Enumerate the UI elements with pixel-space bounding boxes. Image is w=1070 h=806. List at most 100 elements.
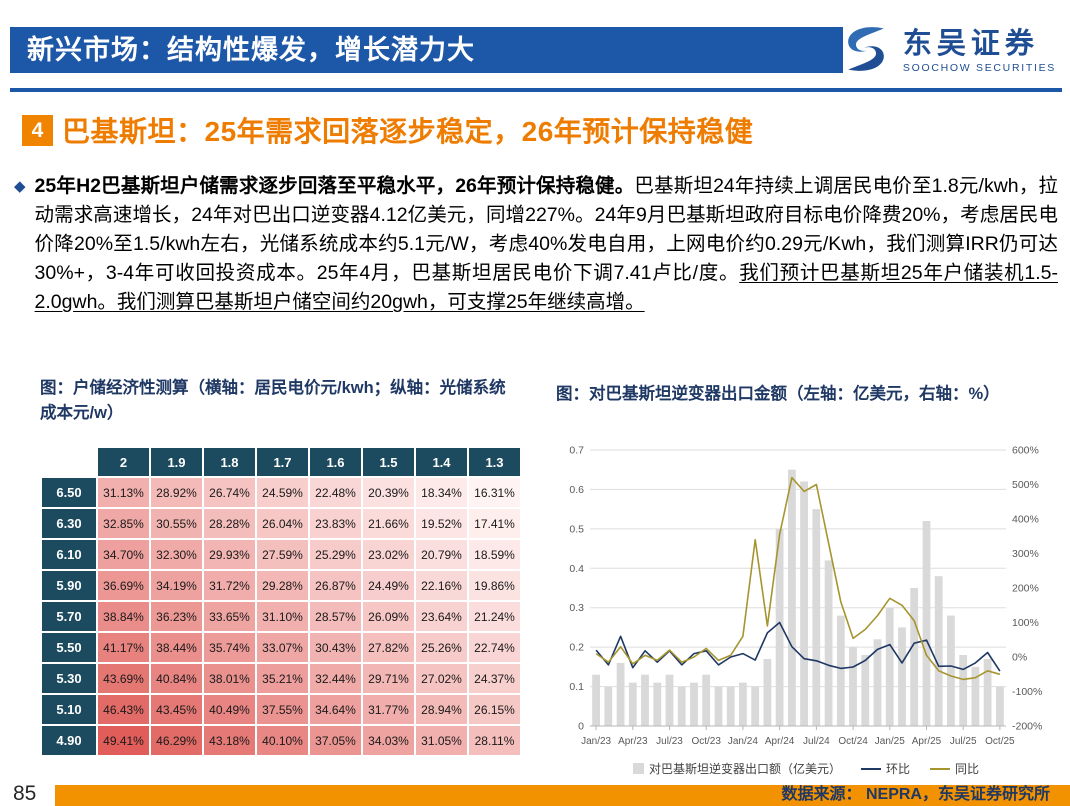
heatmap-cell: 35.74% [204, 633, 255, 662]
heatmap-cell: 31.72% [204, 571, 255, 600]
header-banner: 新兴市场：结构性爆发，增长潜力大 [10, 27, 843, 73]
heatmap-cell: 32.85% [98, 509, 149, 538]
heatmap-col-header: 2 [98, 448, 149, 476]
header-title: 新兴市场：结构性爆发，增长潜力大 [27, 35, 475, 65]
legend-yoy-label: 同比 [955, 762, 980, 776]
heatmap-cell: 23.83% [310, 509, 361, 538]
diamond-bullet-icon: ◆ [14, 178, 26, 195]
heatmap-cell: 22.74% [469, 633, 520, 662]
heatmap-col-header: 1.4 [416, 448, 467, 476]
heatmap-cell: 29.71% [363, 664, 414, 693]
heatmap-row: 6.50 31.13% 28.92% 26.74% 24.59% 22.48% 20.39%… [42, 478, 520, 507]
heatmap-cell: 43.18% [204, 726, 255, 755]
svg-text:0.6: 0.6 [569, 484, 584, 496]
svg-text:0: 0 [578, 721, 584, 733]
heatmap-row: 5.10 46.43% 43.45% 40.49% 37.55% 34.64% 31.77%… [42, 695, 520, 724]
heatmap-col-header: 1.5 [363, 448, 414, 476]
chart-title-heatmap: 图：户储经济性测算（横轴：居民电价元/kwh；纵轴：光储系统成本元/w） [40, 379, 506, 422]
heatmap-header-row: 2 1.9 1.8 1.7 1.6 1.5 1.4 1.3 [42, 448, 520, 476]
heatmap-cell: 26.87% [310, 571, 361, 600]
svg-text:0%: 0% [1012, 652, 1027, 664]
heatmap-cell: 40.49% [204, 695, 255, 724]
heatmap-cell: 19.86% [469, 571, 520, 600]
heatmap-row: 5.70 38.84% 36.23% 33.65% 31.10% 28.57% 26.09%… [42, 602, 520, 631]
svg-text:0.7: 0.7 [569, 445, 584, 457]
heatmap-corner [42, 448, 96, 476]
heatmap-cell: 34.19% [151, 571, 202, 600]
heatmap-row-header: 5.90 [42, 571, 96, 600]
heatmap-cell: 37.55% [257, 695, 308, 724]
heatmap-cell: 24.59% [257, 478, 308, 507]
heatmap-row: 4.90 49.41% 46.29% 43.18% 40.10% 37.05% 34.03%… [42, 726, 520, 755]
legend-item-bar: 对巴基斯坦逆变器出口额（亿美元） [632, 760, 841, 777]
paragraph-underlined: 我们预计巴基斯坦25年户储装机1.5-2.0gwh。我们测算巴基斯坦户储空间约2… [34, 262, 1059, 313]
heatmap-table: 2 1.9 1.8 1.7 1.6 1.5 1.4 1.3 6.50 31.13% 28.92% 26… [40, 446, 522, 757]
heatmap-row: 5.30 43.69% 40.84% 38.01% 35.21% 32.44% 29.71%… [42, 664, 520, 693]
svg-text:0.1: 0.1 [569, 681, 584, 693]
export-chart: 0 0.1 0.2 0.3 0.4 0.5 0.6 0.7 -200% -100% 0% 100% 20… [550, 440, 1062, 777]
heatmap-cell: 25.26% [416, 633, 467, 662]
heatmap-cell: 32.30% [151, 540, 202, 569]
heatmap-cell: 31.10% [257, 602, 308, 631]
legend-item-yoy: 同比 [930, 760, 979, 777]
heatmap-row-header: 5.70 [42, 602, 96, 631]
footer-bar: 数据来源： NEPRA，东吴证券研究所 [55, 785, 1070, 806]
heatmap-cell: 41.17% [98, 633, 149, 662]
heatmap-cell: 17.41% [469, 509, 520, 538]
svg-text:400%: 400% [1012, 514, 1039, 526]
heatmap-cell: 25.29% [310, 540, 361, 569]
heatmap-cell: 27.59% [257, 540, 308, 569]
heatmap-cell: 27.02% [416, 664, 467, 693]
heatmap-row-header: 6.10 [42, 540, 96, 569]
page-number: 85 [13, 782, 37, 805]
heatmap-cell: 30.43% [310, 633, 361, 662]
heatmap-cell: 28.92% [151, 478, 202, 507]
heatmap-row-header: 6.30 [42, 509, 96, 538]
heatmap-cell: 34.03% [363, 726, 414, 755]
heatmap-cell: 24.49% [363, 571, 414, 600]
heatmap-row-header: 5.50 [42, 633, 96, 662]
heatmap-cell: 18.34% [416, 478, 467, 507]
heatmap-cell: 46.29% [151, 726, 202, 755]
heatmap-cell: 35.21% [257, 664, 308, 693]
heatmap-row: 5.50 41.17% 38.44% 35.74% 33.07% 30.43% 27.82%… [42, 633, 520, 662]
heatmap-cell: 24.37% [469, 664, 520, 693]
heatmap-cell: 38.84% [98, 602, 149, 631]
heatmap-cell: 40.10% [257, 726, 308, 755]
heatmap-col-header: 1.9 [151, 448, 202, 476]
heatmap-row: 5.90 36.69% 34.19% 31.72% 29.28% 26.87% 24.49%… [42, 571, 520, 600]
heatmap-cell: 23.02% [363, 540, 414, 569]
heatmap-cell: 22.48% [310, 478, 361, 507]
heatmap-cell: 34.70% [98, 540, 149, 569]
paragraph: 25年H2巴基斯坦户储需求逐步回落至平稳水平，26年预计保持稳健。巴基斯坦24年… [35, 172, 1058, 317]
heatmap-cell: 30.55% [151, 509, 202, 538]
legend-yoy-line-icon [930, 767, 950, 770]
logo-name: 东吴证券 [902, 27, 1039, 60]
svg-text:0.2: 0.2 [569, 642, 584, 654]
heatmap-cell: 33.65% [204, 602, 255, 631]
heatmap-cell: 18.59% [469, 540, 520, 569]
heatmap-cell: 28.11% [469, 726, 520, 755]
svg-text:0.5: 0.5 [569, 523, 584, 535]
svg-text:Jul/25: Jul/25 [950, 736, 977, 747]
heatmap-cell: 37.05% [310, 726, 361, 755]
svg-text:Apr/23: Apr/23 [618, 736, 648, 747]
svg-text:Jul/24: Jul/24 [803, 736, 830, 747]
chart-legend: 对巴基斯坦逆变器出口额（亿美元） 环比 同比 [550, 760, 1062, 777]
heatmap-cell: 31.13% [98, 478, 149, 507]
legend-bar-label: 对巴基斯坦逆变器出口额（亿美元） [648, 762, 841, 776]
heatmap-cell: 43.69% [98, 664, 149, 693]
svg-text:Oct/24: Oct/24 [838, 736, 868, 747]
heatmap-cell: 43.45% [151, 695, 202, 724]
heatmap-row-header: 5.10 [42, 695, 96, 724]
svg-text:200%: 200% [1012, 583, 1039, 595]
heatmap-cell: 49.41% [98, 726, 149, 755]
heatmap-cell: 40.84% [151, 664, 202, 693]
heatmap-cell: 29.28% [257, 571, 308, 600]
legend-mom-label: 环比 [885, 762, 910, 776]
heatmap-cell: 31.05% [416, 726, 467, 755]
heatmap-cell: 38.01% [204, 664, 255, 693]
heatmap-cell: 22.16% [416, 571, 467, 600]
heatmap-cell: 36.69% [98, 571, 149, 600]
